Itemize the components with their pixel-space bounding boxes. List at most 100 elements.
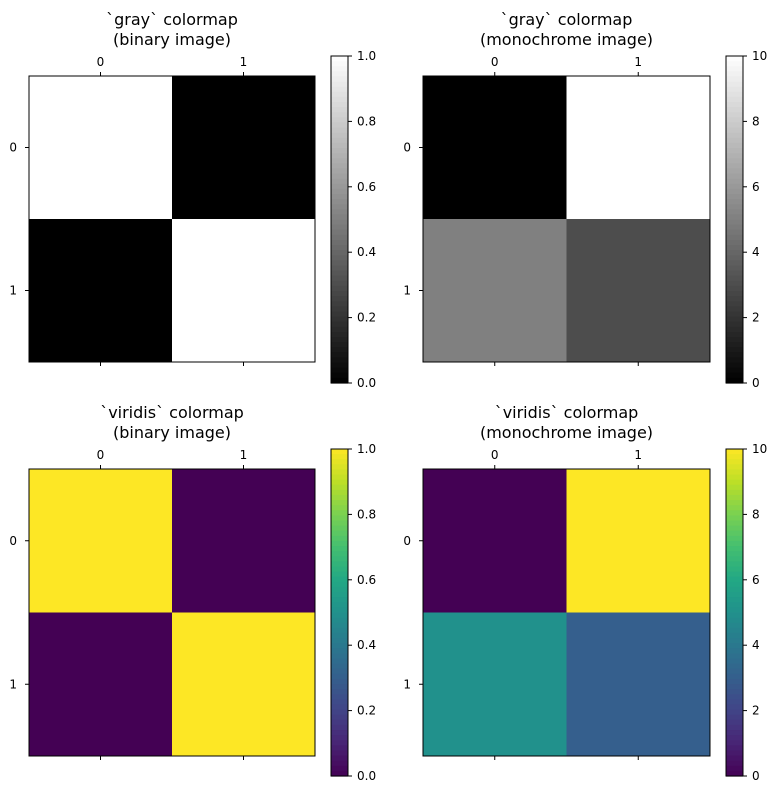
- colorbar-tick-label-0: 0.0: [357, 376, 376, 390]
- colorbar-segment-18: [726, 540, 743, 547]
- colorbar-segment-30: [331, 602, 348, 608]
- colorbar-segment-45: [331, 285, 348, 292]
- colorbar-segment-62: [331, 372, 348, 379]
- colorbar-segment-2: [331, 66, 348, 72]
- colorbar-segment-46: [331, 684, 348, 690]
- colorbar-segment-31: [331, 607, 348, 614]
- colorbar-segment-60: [331, 362, 348, 369]
- colorbar-segment-3: [726, 71, 743, 78]
- colorbar-segment-12: [726, 117, 743, 124]
- colorbar-segment-57: [331, 740, 348, 746]
- x-tick-label-0: 0: [491, 448, 499, 462]
- colorbar-segment-39: [726, 255, 743, 261]
- colorbar-segment-60: [331, 755, 348, 762]
- colorbar-segment-30: [331, 209, 348, 215]
- colorbar-segment-57: [726, 740, 743, 746]
- colorbar-segment-32: [331, 612, 348, 619]
- colorbar-segment-8: [331, 489, 348, 496]
- colorbar-segment-48: [726, 301, 743, 307]
- colorbar-tick-label-1: 2: [752, 311, 760, 325]
- y-tick-label-1: 1: [403, 284, 411, 298]
- colorbar-segment-58: [726, 352, 743, 359]
- axes-frame: [28, 75, 316, 363]
- colorbar-segment-53: [331, 326, 348, 333]
- chart-title-line1: `gray` colormap: [106, 10, 238, 29]
- panel-1: `gray` colormap(monochrome image)0 101024…: [403, 10, 767, 390]
- colorbar-segment-36: [331, 239, 348, 246]
- colorbar-segment-41: [726, 658, 743, 665]
- colorbar-segment-29: [726, 597, 743, 603]
- colorbar-tick-label-4: 0.8: [357, 114, 376, 128]
- heatmap-cell-r0-c1: [566, 76, 711, 220]
- colorbar-segment-62: [726, 765, 743, 772]
- colorbar-segment-14: [726, 520, 743, 527]
- colorbar-segment-21: [331, 556, 348, 563]
- colorbar-segment-1: [726, 454, 743, 460]
- colorbar-segment-47: [726, 296, 743, 302]
- colorbar-segment-19: [331, 153, 348, 159]
- colorbar-segment-7: [331, 484, 348, 491]
- colorbar-segment-8: [726, 489, 743, 496]
- heatmap-cell-r0-c0: [423, 76, 567, 220]
- colorbar-segment-19: [726, 546, 743, 552]
- colorbar-segment-43: [331, 275, 348, 282]
- colorbar-segment-38: [331, 643, 348, 649]
- colorbar-segment-48: [331, 301, 348, 307]
- colorbar-segment-49: [726, 306, 743, 313]
- colorbar-segment-54: [331, 724, 348, 731]
- colorbar-segment-52: [726, 714, 743, 721]
- colorbar-segment-55: [726, 337, 743, 343]
- colorbar-segment-53: [726, 719, 743, 726]
- colorbar-tick-label-0: 0: [752, 769, 760, 783]
- colorbar-segment-35: [331, 627, 348, 634]
- colorbar-segment-46: [726, 684, 743, 690]
- chart-title-line2: (binary image): [113, 423, 231, 442]
- colorbar-segment-50: [331, 311, 348, 318]
- colorbar-segment-23: [726, 566, 743, 573]
- colorbar-segment-61: [726, 760, 743, 767]
- colorbar-segment-4: [331, 76, 348, 83]
- colorbar-segment-56: [331, 735, 348, 741]
- colorbar-segment-33: [726, 224, 743, 231]
- colorbar-segment-31: [726, 607, 743, 614]
- colorbar-segment-21: [726, 163, 743, 170]
- colorbar-segment-11: [331, 112, 348, 118]
- colorbar-segment-42: [331, 270, 348, 277]
- colorbar-segment-10: [331, 500, 348, 506]
- colorbar-segment-45: [726, 678, 743, 685]
- colorbar-segment-51: [726, 709, 743, 716]
- colorbar-segment-3: [331, 464, 348, 471]
- colorbar-segment-33: [331, 617, 348, 624]
- colorbar-segment-27: [331, 193, 348, 200]
- colorbar-tick-label-0: 0: [752, 376, 760, 390]
- colorbar-segment-62: [726, 372, 743, 379]
- colorbar-segment-17: [726, 535, 743, 542]
- colorbar-tick-label-5: 1.0: [357, 49, 376, 63]
- colorbar-segment-7: [726, 91, 743, 98]
- colorbar-segment-10: [726, 107, 743, 113]
- colorbar-segment-3: [726, 464, 743, 471]
- colorbar-segment-27: [726, 193, 743, 200]
- colorbar-segment-58: [331, 352, 348, 359]
- colorbar-segment-5: [331, 474, 348, 481]
- colorbar-tick-label-5: 10: [752, 442, 767, 456]
- colorbar-segment-53: [726, 326, 743, 333]
- colorbar-segment-5: [726, 474, 743, 481]
- colorbar-segment-48: [726, 694, 743, 700]
- colorbar-segment-7: [331, 91, 348, 98]
- colorbar-tick-label-0: 0.0: [357, 769, 376, 783]
- colorbar-segment-55: [331, 730, 348, 736]
- colorbar-segment-4: [726, 76, 743, 83]
- chart-title-line2: (monochrome image): [480, 423, 653, 442]
- colorbar-segment-38: [726, 643, 743, 649]
- chart-title-line2: (binary image): [113, 30, 231, 49]
- colorbar-segment-32: [331, 219, 348, 226]
- colorbar-tick-label-3: 0.6: [357, 180, 376, 194]
- chart-title-line1: `viridis` colormap: [100, 403, 244, 422]
- colorbar-segment-29: [331, 597, 348, 603]
- colorbar-segment-10: [726, 500, 743, 506]
- colorbar-segment-16: [331, 530, 348, 537]
- y-tick-label-1: 1: [403, 677, 411, 691]
- colorbar-segment-46: [726, 291, 743, 297]
- colorbar-segment-44: [331, 673, 348, 680]
